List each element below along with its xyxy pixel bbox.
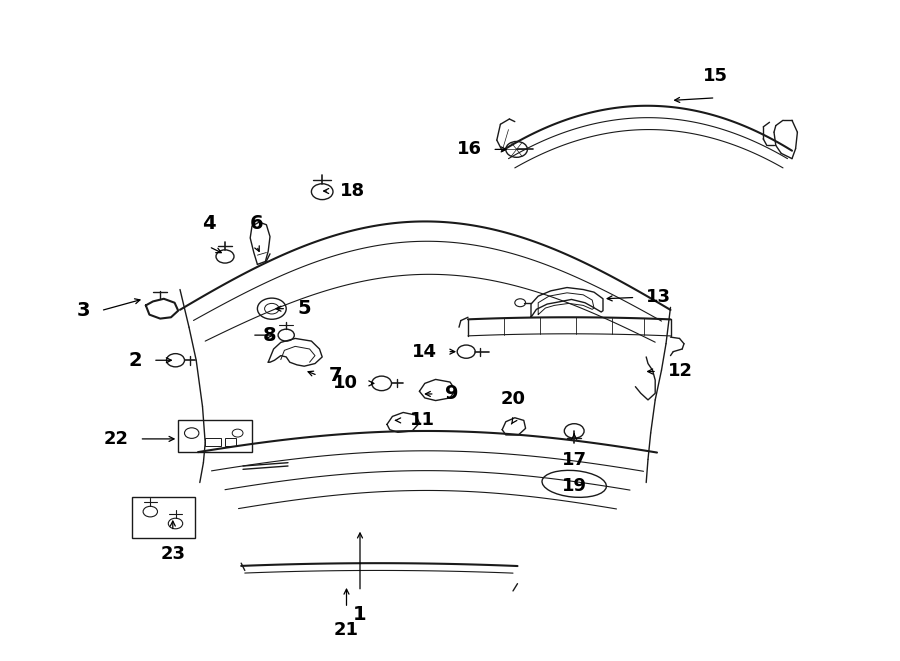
Text: 19: 19 xyxy=(562,477,587,496)
Text: 20: 20 xyxy=(500,391,526,408)
Text: 16: 16 xyxy=(456,140,482,159)
Text: 4: 4 xyxy=(202,214,216,233)
Text: 13: 13 xyxy=(646,288,671,307)
Bar xyxy=(205,438,221,446)
Bar xyxy=(225,438,236,446)
Text: 10: 10 xyxy=(333,374,358,393)
Text: 5: 5 xyxy=(297,299,310,318)
Bar xyxy=(178,420,252,452)
Text: 6: 6 xyxy=(249,214,264,233)
Text: 17: 17 xyxy=(562,451,587,469)
Text: 8: 8 xyxy=(263,326,276,344)
Text: 7: 7 xyxy=(328,366,342,385)
Text: 11: 11 xyxy=(410,411,435,430)
Text: 15: 15 xyxy=(703,67,728,85)
Text: 14: 14 xyxy=(411,342,436,361)
Text: 12: 12 xyxy=(668,362,693,381)
Text: 2: 2 xyxy=(129,351,142,369)
Text: 18: 18 xyxy=(340,182,365,200)
Text: 22: 22 xyxy=(104,430,129,448)
Text: 23: 23 xyxy=(160,545,185,563)
Text: 3: 3 xyxy=(76,301,90,320)
Text: 9: 9 xyxy=(446,385,459,403)
Bar xyxy=(132,497,195,538)
Text: 1: 1 xyxy=(353,605,367,624)
Text: 21: 21 xyxy=(334,621,359,639)
